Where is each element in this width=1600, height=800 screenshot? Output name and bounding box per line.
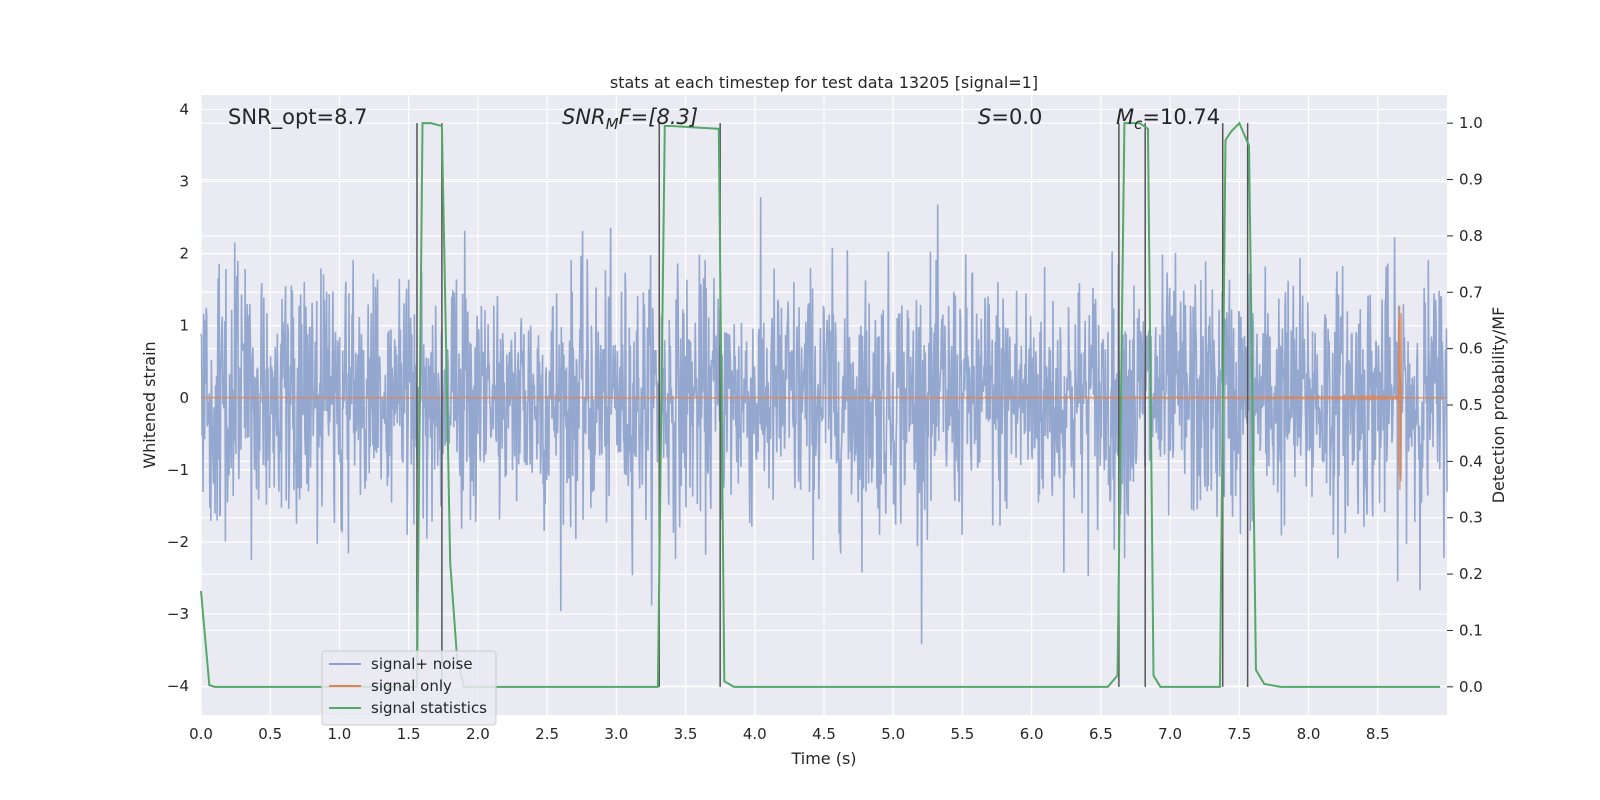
annotation-snr-mf-sub: M — [606, 115, 619, 133]
y-left-tick-label: 2 — [179, 245, 189, 263]
y-left-tick-label: 0 — [179, 389, 189, 407]
y-left-tick-label: −2 — [167, 533, 189, 551]
annotation-snr-opt: SNR_opt=8.7 — [228, 105, 368, 130]
legend-label-signal: signal only — [371, 677, 452, 695]
y-right-tick-label: 0.9 — [1459, 171, 1483, 189]
x-tick-label: 3.0 — [604, 725, 628, 743]
y-left-tick-label: −1 — [167, 461, 189, 479]
y-axis-right-ticks: 0.0 0.1 0.2 0.3 0.4 0.5 0.6 0.7 0.8 0.9 1.0 — [1447, 114, 1483, 696]
annotation-snr-mf-rest: F=[8.3] — [619, 105, 698, 129]
x-tick-label: 8.0 — [1297, 725, 1321, 743]
x-axis-label: Time (s) — [790, 749, 856, 768]
y-right-tick-label: 0.4 — [1459, 452, 1483, 470]
y-left-tick-label: 3 — [179, 173, 189, 191]
annotation-mc-rest: =10.74 — [1142, 105, 1220, 129]
annotation-s: S=0.0 — [978, 105, 1042, 129]
legend-box — [321, 650, 497, 726]
noise-line — [200, 197, 1448, 645]
series-signal-only — [200, 306, 1447, 490]
y-right-tick-label: 0.2 — [1459, 565, 1483, 583]
annotation-s-rest: =0.0 — [991, 105, 1042, 129]
x-axis-ticks: 0.0 0.5 1.0 1.5 2.0 2.5 3.0 3.5 4.0 4.5 5.0 5.5 6.0 6… — [189, 725, 1390, 743]
x-tick-label: 1.5 — [397, 725, 421, 743]
x-tick-label: 5.5 — [951, 725, 975, 743]
y-right-tick-label: 1.0 — [1459, 114, 1483, 132]
x-tick-label: 8.5 — [1366, 725, 1390, 743]
x-tick-label: 4.5 — [812, 725, 836, 743]
grid — [200, 95, 1447, 715]
y-axis-right-label: Detection probability/MF — [1489, 307, 1508, 504]
y-right-tick-label: 0.7 — [1459, 283, 1483, 301]
series-signal-noise — [200, 197, 1448, 645]
y-right-tick-label: 0.5 — [1459, 396, 1483, 414]
y-right-tick-label: 0.3 — [1459, 509, 1483, 527]
legend: signal+ noise signal only signal statist… — [321, 650, 497, 726]
y-left-tick-label: −4 — [167, 677, 189, 695]
y-left-tick-label: 4 — [179, 100, 189, 118]
x-tick-label: 0.0 — [189, 725, 213, 743]
y-axis-left-label: Whitened strain — [140, 341, 159, 468]
annotation-mc-var: M — [1116, 105, 1134, 129]
y-right-tick-label: 0.6 — [1459, 340, 1483, 358]
x-tick-label: 2.0 — [466, 725, 490, 743]
signal-line — [200, 306, 1447, 490]
y-left-tick-label: −3 — [167, 605, 189, 623]
legend-label-stats: signal statistics — [371, 699, 487, 717]
x-tick-label: 4.0 — [743, 725, 767, 743]
series-signal-statistics — [200, 121, 1441, 688]
annotation-snr-mf: SNRMF=[8.3] — [562, 105, 698, 133]
annotation-mc: Mc=10.74 — [1116, 105, 1220, 133]
x-tick-label: 7.0 — [1158, 725, 1182, 743]
x-tick-label: 7.5 — [1227, 725, 1251, 743]
y-right-tick-label: 0.1 — [1459, 621, 1483, 639]
stats-line — [200, 121, 1441, 688]
legend-label-noise: signal+ noise — [371, 655, 473, 673]
x-tick-label: 2.5 — [535, 725, 559, 743]
annotation-snr-mf-base: SNR — [562, 105, 606, 129]
y-right-tick-label: 0.0 — [1459, 678, 1483, 696]
x-tick-label: 6.0 — [1020, 725, 1044, 743]
x-tick-label: 6.5 — [1089, 725, 1113, 743]
y-right-tick-label: 0.8 — [1459, 227, 1483, 245]
chart-title: stats at each timestep for test data 132… — [610, 73, 1038, 92]
x-tick-label: 0.5 — [258, 725, 282, 743]
y-axis-left-ticks: −4 −3 −2 −1 0 1 2 3 4 — [167, 100, 189, 695]
x-tick-label: 1.0 — [328, 725, 352, 743]
x-tick-label: 3.5 — [674, 725, 698, 743]
annotation-s-var: S — [978, 105, 991, 129]
y-left-tick-label: 1 — [179, 317, 189, 335]
annotation-mc-sub: c — [1134, 115, 1143, 133]
x-tick-label: 5.0 — [881, 725, 905, 743]
